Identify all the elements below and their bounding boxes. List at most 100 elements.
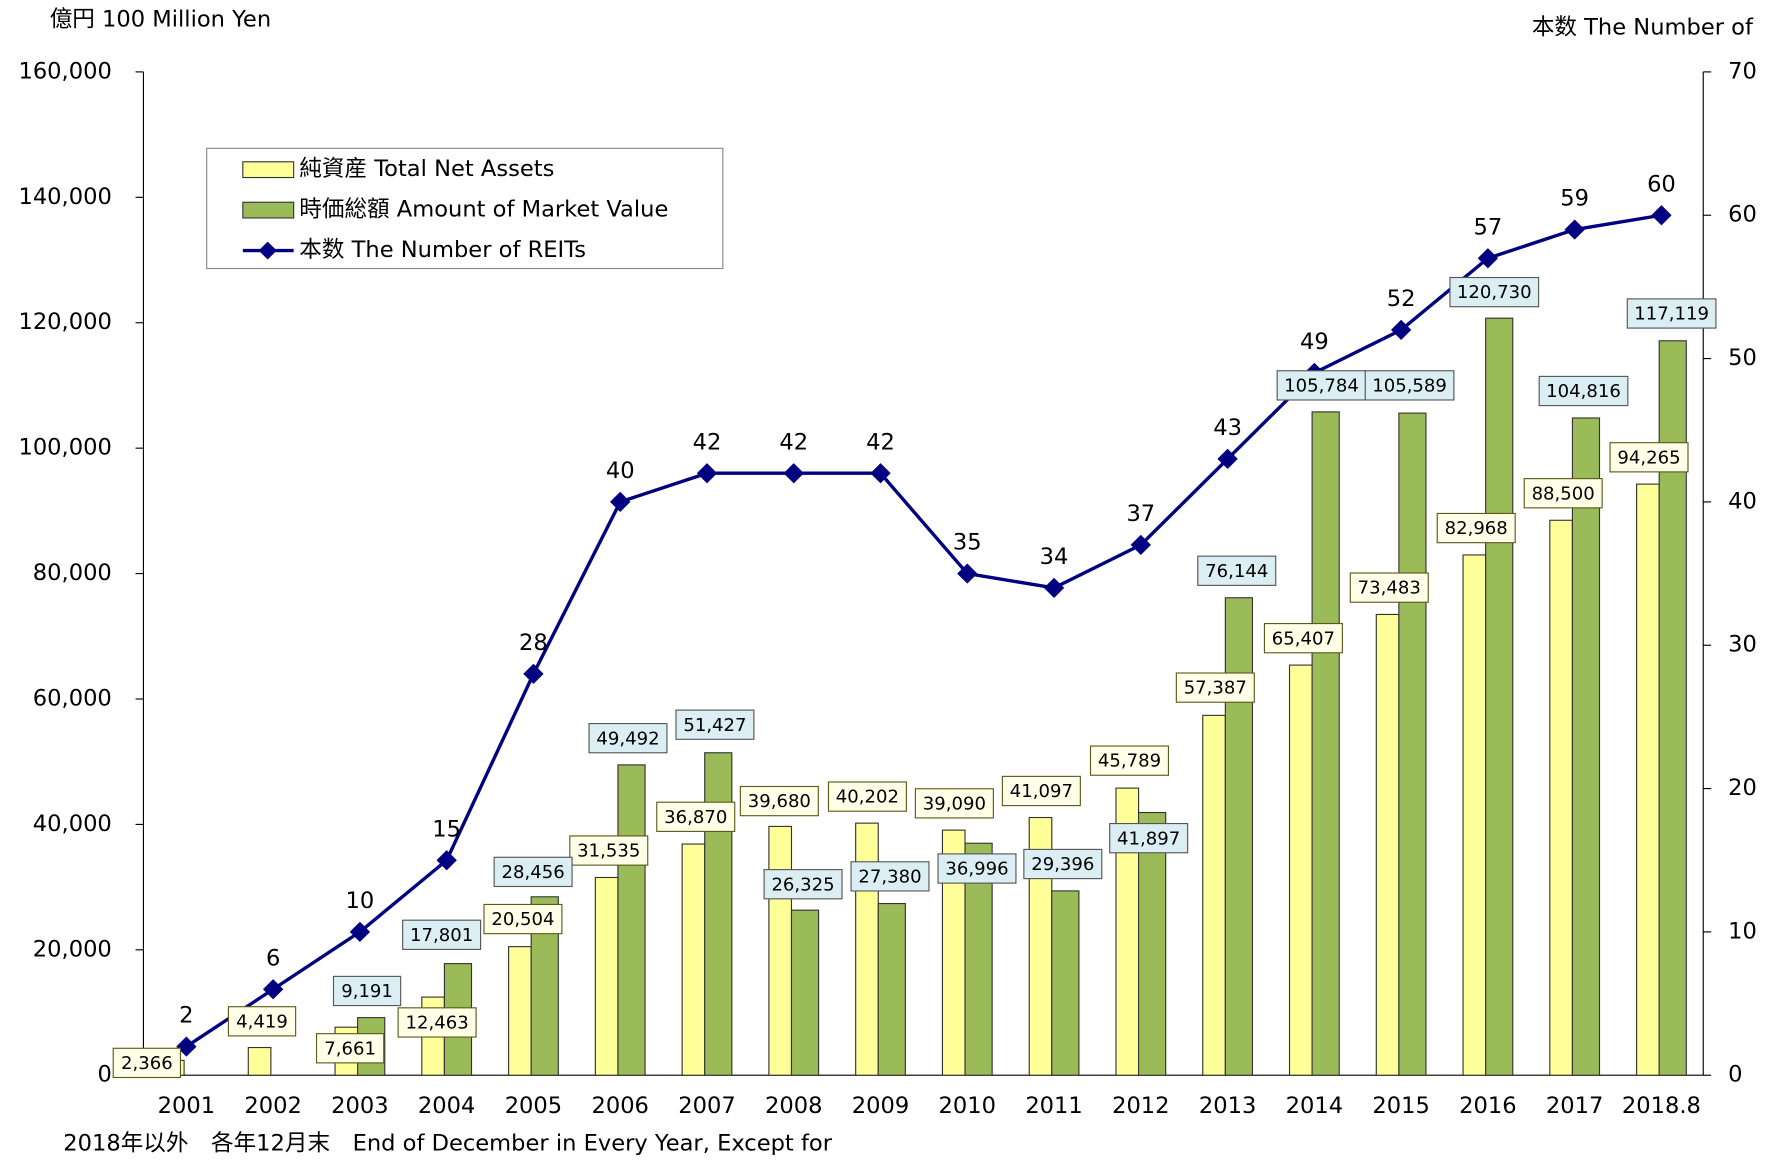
y2-tick-label: 10 [1728,918,1757,944]
y-tick-label: 100,000 [18,435,111,461]
data-label: 42 [779,429,808,455]
x-tick-label: 2006 [591,1093,648,1119]
data-label: 60 [1647,171,1676,197]
y-tick-label: 40,000 [33,811,112,837]
data-label: 17,801 [410,925,473,946]
y2-tick-label: 20 [1728,775,1757,801]
data-label-box [1538,375,1629,407]
legend-swatch [242,201,295,219]
data-label: 27,380 [858,867,921,888]
marker [1043,577,1065,599]
data-label: 28 [519,630,548,656]
data-label: 57 [1474,214,1503,240]
bar [1311,411,1340,1076]
legend-swatch [242,161,295,179]
y-tick-label: 20,000 [33,936,112,962]
data-label-box [1609,442,1689,473]
data-label: 82,968 [1445,518,1508,539]
data-label: 35 [953,530,982,556]
marker [696,463,718,484]
data-label: 120,730 [1457,282,1532,303]
marker [1477,248,1499,269]
y-tick-label: 160,000 [18,58,111,84]
data-label: 49,492 [596,728,659,749]
data-label: 4,419 [236,1011,288,1032]
x-tick-label: 2004 [418,1093,475,1119]
data-label: 49 [1300,329,1329,355]
x-tick-label: 2018.8 [1622,1093,1701,1119]
data-label-box [850,861,930,892]
bar [855,822,879,1076]
x-tick-label: 2010 [939,1093,996,1119]
data-label-box [739,785,819,817]
marker [1651,205,1672,226]
data-label-box [1109,823,1189,854]
data-label-box [914,788,994,819]
data-label-box [1626,298,1717,329]
data-label: 45,789 [1098,751,1161,772]
note: 2018年以外 各年12月末 End of December in Every … [63,1130,832,1156]
y2-tick-label: 40 [1728,488,1757,514]
x-tick-label: 2008 [765,1093,822,1119]
data-label-box [1023,848,1103,880]
legend-label: 本数 The Number of REITs [299,237,586,263]
y-axis-label: 億円 100 Million Yen [50,7,271,33]
marker [1564,219,1585,240]
bar [1288,664,1313,1076]
y2-tick-label: 0 [1728,1062,1742,1088]
data-label: 36,870 [664,807,727,828]
bar [508,946,532,1076]
data-label: 105,589 [1372,376,1447,397]
data-label-box [827,781,907,812]
y-tick-label: 0 [97,1062,111,1088]
data-label-box [569,835,649,866]
data-label-box [1349,572,1429,603]
data-label: 28,456 [502,862,565,883]
data-label-box [1175,672,1255,703]
data-label: 7,661 [324,1038,376,1059]
marker [610,491,631,513]
data-label: 2 [179,1003,193,1029]
bar [768,825,793,1076]
y2-tick-label: 50 [1728,345,1757,371]
y-tick-label: 60,000 [33,686,112,712]
data-label-box [315,1033,385,1064]
data-label: 117,119 [1634,304,1709,325]
data-label: 36,996 [945,859,1008,880]
x-tick-label: 2002 [244,1093,301,1119]
bar [594,876,619,1076]
bar [1462,554,1487,1076]
x-tick-label: 2001 [158,1093,215,1119]
data-label: 39,680 [748,791,811,812]
data-label-box [1001,775,1081,807]
x-tick-label: 2007 [678,1093,735,1119]
data-label-box [1263,623,1343,654]
data-label: 65,407 [1272,628,1335,649]
bar [247,1046,272,1076]
data-label: 9,191 [341,981,393,1002]
data-label-box [112,1047,181,1079]
data-label: 94,265 [1617,447,1680,468]
bar [877,902,906,1076]
data-label-box [937,853,1017,884]
y2-tick-label: 30 [1728,632,1757,658]
data-label: 57,387 [1184,678,1247,699]
data-label: 12,463 [405,1013,468,1034]
bar [1051,890,1080,1076]
data-label-box [1523,478,1603,509]
x-tick-label: 2017 [1546,1093,1603,1119]
data-label: 76,144 [1205,561,1268,582]
bar [1549,519,1573,1076]
data-label: 6 [266,945,280,971]
bar [704,752,733,1076]
marker [783,463,804,484]
bar [1571,417,1601,1076]
data-label: 105,784 [1284,376,1359,397]
data-label: 42 [693,429,722,455]
bar [681,843,706,1076]
data-label-box [1364,370,1455,401]
data-label-box [493,856,573,888]
data-label: 10 [346,888,375,914]
marker [262,979,284,1000]
